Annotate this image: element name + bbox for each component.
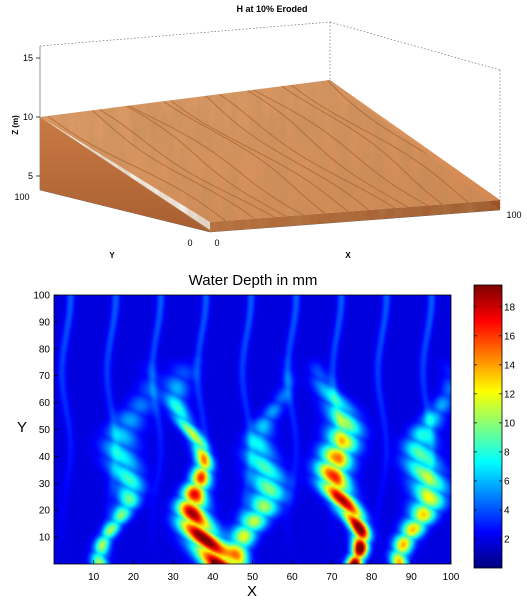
z-tick: 15 [23,53,33,63]
erosion-channel [91,110,255,220]
x-tick-label: 50 [247,572,259,583]
x-tick-label: 70 [326,572,338,583]
colorbar-tick-label: 14 [504,360,516,371]
y-tick-label: 80 [39,344,51,355]
erosion-channel [47,115,226,222]
x-tick-label: 20 [128,572,140,583]
surface-title: H at 10% Eroded [236,4,307,14]
y-tick: 100 [14,192,29,202]
y-tick-label: 30 [39,479,51,490]
erosion-channel [205,95,369,211]
heatmap-cells [54,295,451,564]
y-tick-label: 40 [39,452,51,463]
x-tick-label: 40 [207,572,219,583]
colorbar-tick-label: 2 [504,534,510,545]
y-tick-label: 10 [39,533,51,544]
colorbar-image [474,285,502,568]
heatmap-image [54,295,451,564]
y-tick-label: 90 [39,317,51,328]
colorbar-tick-label: 18 [504,302,516,313]
colorbar-tick-label: 10 [504,418,516,429]
y-tick-label: 50 [39,425,51,436]
erosion-channel [290,84,469,203]
colorbar-tick-label: 16 [504,331,516,342]
colorbar-tick-label: 8 [504,447,510,458]
colorbar-tick-label: 6 [504,476,510,487]
x-axis-label: X [345,251,351,260]
heatmap-title: Water Depth in mm [189,272,318,289]
colorbar-tick-label: 4 [504,505,510,516]
y-tick-label: 20 [39,506,51,517]
x-tick: 100 [506,210,521,220]
erosion-channel [281,85,443,205]
x-tick-label: 30 [168,572,180,583]
z-tick: 10 [23,112,33,122]
z-axis-label: Z (m) [11,115,20,135]
y-tick-label: 70 [39,371,51,382]
erosion-channel [128,105,304,216]
erosion-channel [170,99,349,212]
x-tick-label: 80 [366,572,378,583]
x-tick-label: 100 [443,572,460,583]
erosion-channel [247,90,408,208]
x-tick-label: 90 [406,572,418,583]
erosion-channel [252,89,428,206]
heatmap-x-label: X [247,583,257,600]
heatmap-ticks: 10 20 30 40 50 60 70 80 90 100 10 20 30 40 50 60 70 80 90 1… [33,291,459,584]
colorbar: 2 4 6 8 10 12 14 16 18 [473,284,516,569]
y-axis-label: Y [109,251,115,260]
x-tick: 0 [214,238,219,248]
erosion-channel [218,93,396,209]
y-tick-label: 100 [33,291,50,302]
heatmap-plot: Water Depth in mm 10 20 30 40 50 60 70 80 90 1001… [17,272,516,600]
colorbar-tick-label: 12 [504,389,516,400]
eroded-surface [40,80,500,232]
x-tick-label: 10 [88,572,100,583]
erosion-channel [99,108,275,218]
y-tick-label: 60 [39,398,51,409]
erosion-channel [163,100,326,214]
heatmap-y-label: Y [17,419,27,436]
z-tick: 5 [28,171,33,181]
z-axis: 15 10 5 Z (m) [11,53,40,181]
surface-plot: H at 10% Eroded 15 10 5 Z (m) [11,4,522,260]
y-tick: 0 [187,238,192,248]
erosion-channel [126,105,287,217]
x-tick-label: 60 [287,572,299,583]
